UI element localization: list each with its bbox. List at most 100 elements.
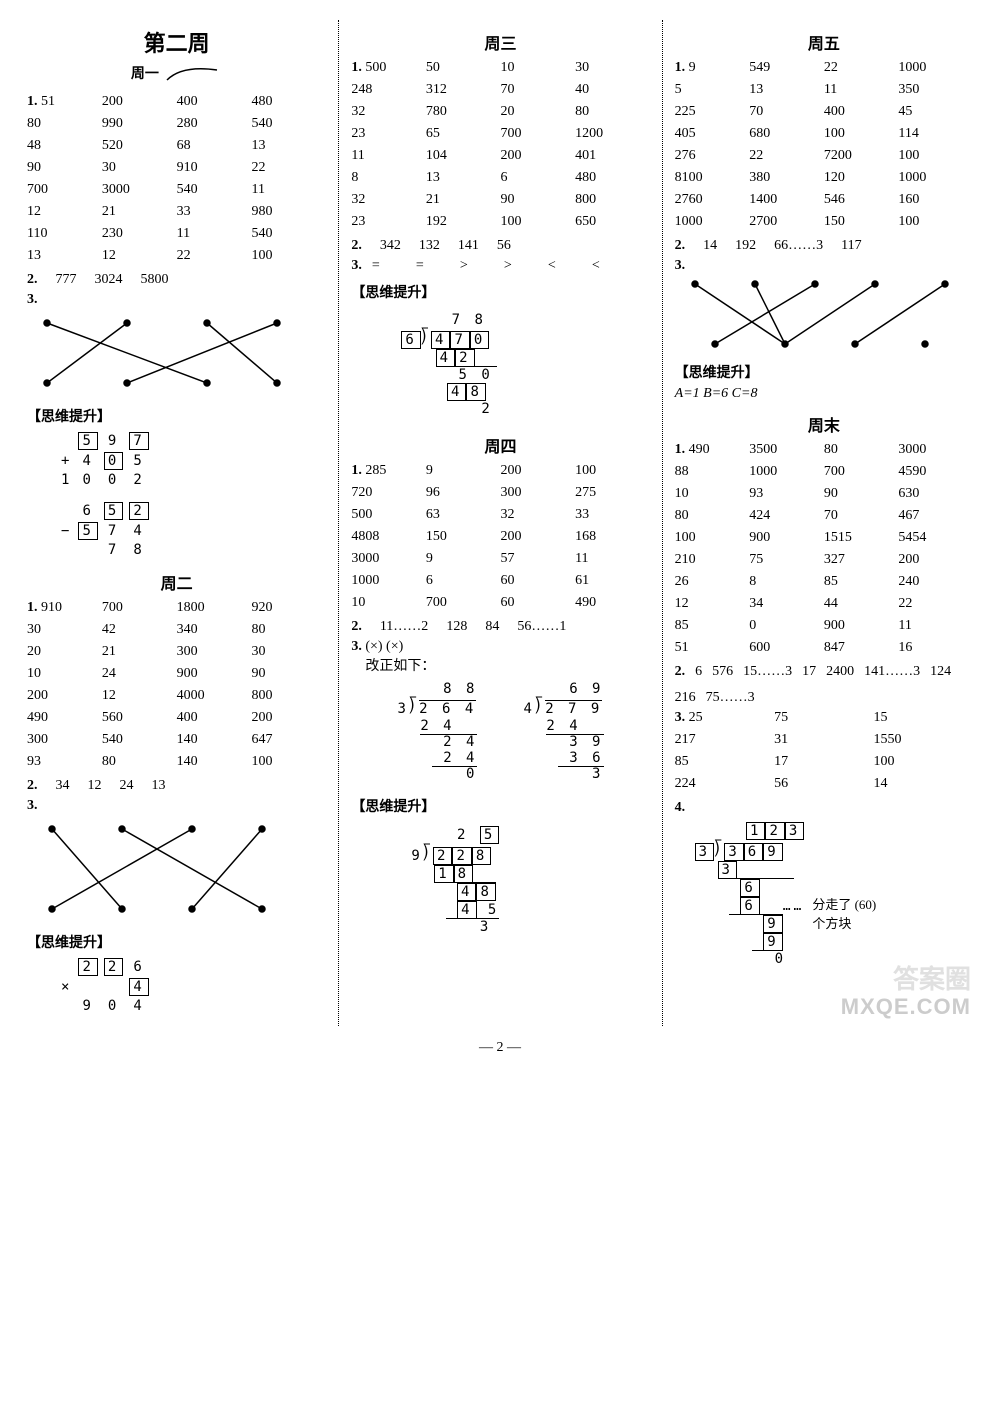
value-cell: 85	[824, 574, 899, 590]
value-cell: 216	[675, 690, 696, 706]
value-cell: 160	[898, 192, 973, 208]
value-cell: 1400	[749, 192, 824, 208]
value-cell: 1000	[749, 464, 824, 480]
value-cell: 14	[874, 776, 973, 792]
value-cell: 900	[749, 530, 824, 546]
value-cell: 777	[56, 272, 77, 288]
row-label: 2.	[27, 272, 38, 288]
value-cell: 647	[251, 732, 326, 748]
tue-q3-diagram	[27, 814, 297, 924]
value-cell: 9	[426, 463, 501, 479]
value-cell: 8	[351, 170, 426, 186]
tue-q2: 2. 34122413	[27, 778, 326, 794]
day-mon: 周一	[131, 67, 159, 82]
value-cell: 75	[749, 552, 824, 568]
value-cell: 549	[749, 60, 824, 76]
value-cell: 90	[27, 160, 102, 176]
value-cell: 26	[675, 574, 750, 590]
mon-q3-diagram	[27, 308, 297, 398]
value-cell: 100	[575, 463, 650, 479]
value-cell: 93	[749, 486, 824, 502]
value-cell: 200	[27, 688, 102, 704]
value-cell: 9	[426, 551, 501, 567]
page-number: — 2 —	[15, 1040, 985, 1056]
fri-siwei-answer: A=1 B=6 C=8	[675, 386, 973, 402]
value-cell: 10	[675, 486, 750, 502]
value-cell: 100	[251, 754, 326, 770]
value-cell: 3000	[102, 182, 177, 198]
value-cell: 80	[575, 104, 650, 120]
value-cell: 34	[56, 778, 70, 794]
value-cell: 12	[102, 248, 177, 264]
siwei-1: 【思维提升】	[27, 406, 326, 426]
value-cell: 546	[824, 192, 899, 208]
value-cell: 33	[575, 507, 650, 523]
value-cell: 192	[426, 214, 501, 230]
value-cell: 22	[177, 248, 252, 264]
value-cell: 88	[675, 464, 750, 480]
value-cell: 2400	[826, 664, 854, 680]
value-cell: 22	[824, 60, 899, 76]
value-cell: 14	[703, 238, 717, 254]
compare-symbol: =	[416, 258, 450, 274]
value-cell: 980	[251, 204, 326, 220]
value-cell: 847	[824, 640, 899, 656]
value-cell: 560	[102, 710, 177, 726]
row-label: 2.	[351, 238, 362, 254]
value-cell: 490	[27, 710, 102, 726]
tue-q3-label: 3.	[27, 798, 326, 814]
fri-q2: 2. 1419266……3117	[675, 238, 973, 254]
value-cell: 90	[824, 486, 899, 502]
fri-q3-diagram	[675, 274, 965, 354]
we-q2: 2. 657615……3172400141……312421675……3	[675, 664, 973, 706]
row-label: 2.	[675, 664, 686, 680]
value-cell: 23	[351, 126, 426, 142]
siwei-2: 【思维提升】	[27, 932, 326, 952]
value-cell: 100	[500, 214, 575, 230]
value-cell: 100	[898, 214, 973, 230]
value-cell: 150	[426, 529, 501, 545]
value-cell: 141	[458, 238, 479, 254]
value-cell: 22	[749, 148, 824, 164]
value-cell: 93	[27, 754, 102, 770]
value-cell: 990	[102, 116, 177, 132]
value-cell: 230	[102, 226, 177, 242]
value-cell: 700	[500, 126, 575, 142]
value-cell: 8	[749, 574, 824, 590]
value-cell: 12	[675, 596, 750, 612]
value-cell: 1550	[874, 732, 973, 748]
siwei-4: 【思维提升】	[351, 796, 649, 816]
value-cell: 3000	[351, 551, 426, 567]
value-cell: 63	[426, 507, 501, 523]
value-cell: 5	[675, 82, 750, 98]
value-cell: 104	[426, 148, 501, 164]
value-cell: 110	[27, 226, 102, 242]
value-cell: 700	[426, 595, 501, 611]
value-cell: 540	[251, 116, 326, 132]
value-cell: 57	[500, 551, 575, 567]
value-cell: 56	[774, 776, 873, 792]
siwei-3: 【思维提升】	[351, 282, 649, 302]
value-cell: 13	[27, 248, 102, 264]
value-cell: 380	[749, 170, 824, 186]
value-cell: 1200	[575, 126, 650, 142]
swoosh-icon	[162, 60, 222, 90]
value-cell: 6	[426, 573, 501, 589]
value-cell: 300	[177, 644, 252, 660]
value-cell: 85	[675, 754, 774, 770]
value-cell: 141……3	[864, 664, 920, 680]
value-cell: 100	[898, 148, 973, 164]
thu-q1-grid: 1. 2859200100720963002755006332334808150…	[351, 463, 649, 611]
value-cell: 3. 25	[675, 710, 774, 726]
value-cell: 70	[749, 104, 824, 120]
value-cell: 117	[841, 238, 861, 254]
value-cell: 300	[27, 732, 102, 748]
value-cell: 31	[774, 732, 873, 748]
value-cell: 500	[351, 507, 426, 523]
value-cell: 0	[749, 618, 824, 634]
mon-q2: 2. 77730245800	[27, 272, 326, 288]
value-cell: 33	[177, 204, 252, 220]
row-label: 3.	[351, 258, 362, 274]
value-cell: 3500	[749, 442, 824, 458]
wed-division: 7 8 6⟌470 42 5 0 48 2	[401, 312, 497, 417]
